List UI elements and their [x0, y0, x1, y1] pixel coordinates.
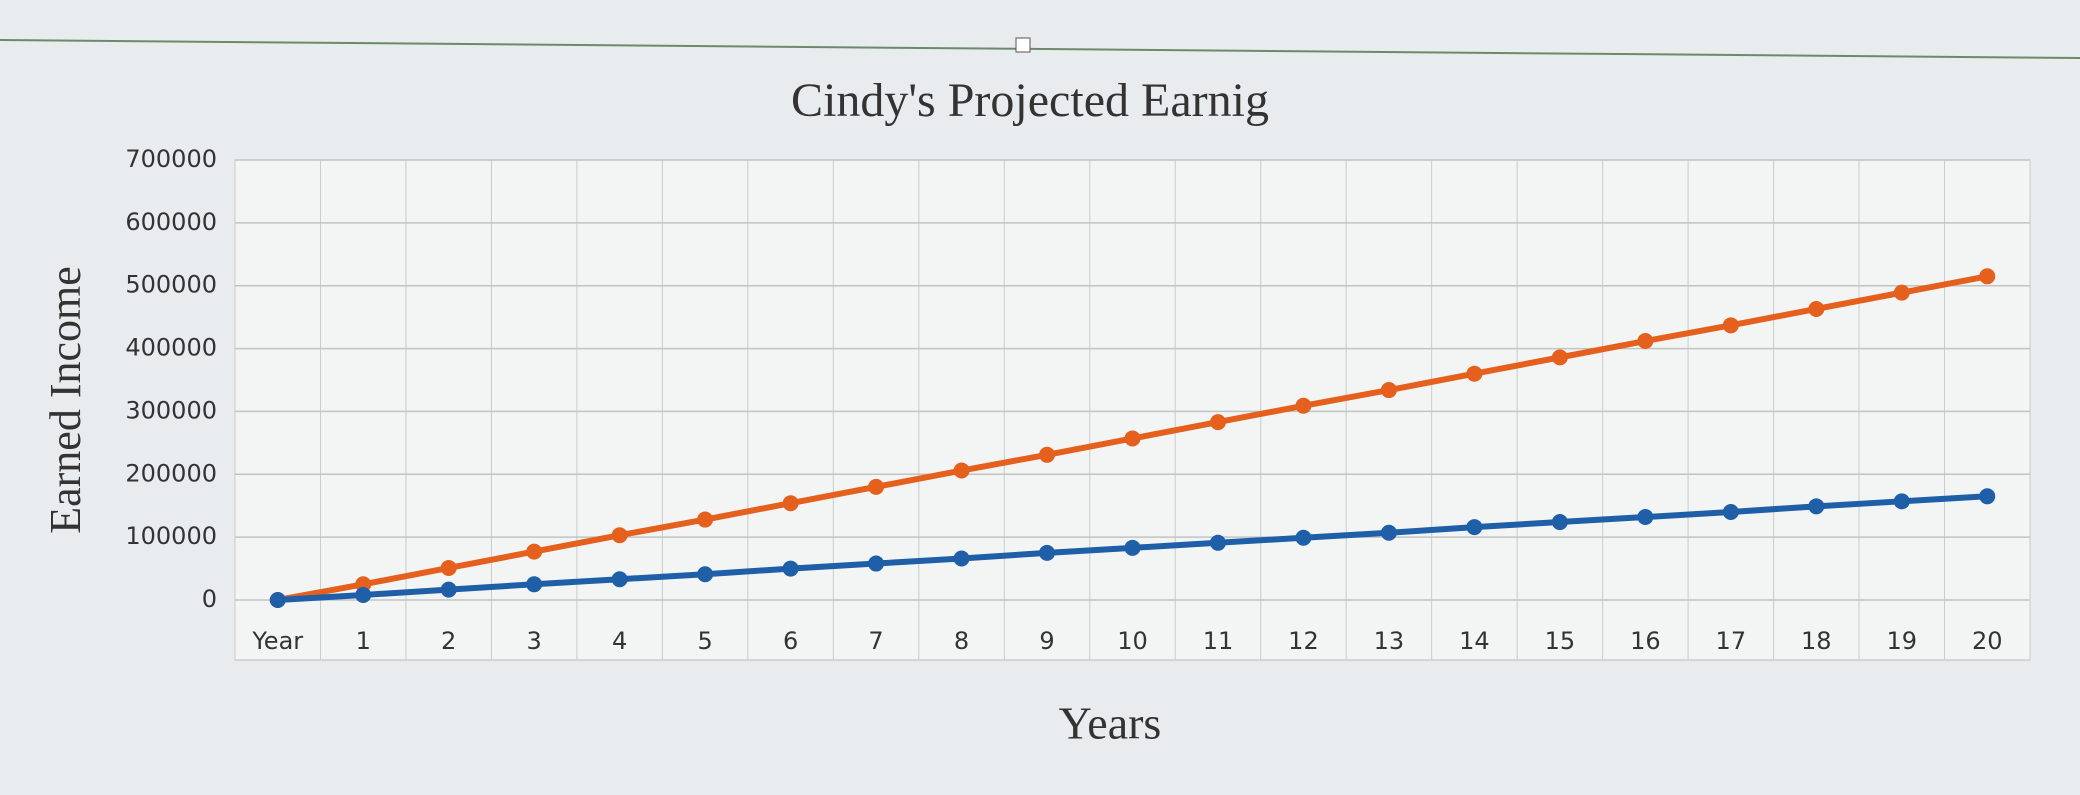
- data-point: [611, 571, 628, 588]
- x-tick-label: 20: [1972, 627, 2003, 655]
- x-tick-label: 15: [1545, 627, 1576, 655]
- resize-handle: [1015, 37, 1031, 53]
- y-tick-label: 300000: [125, 396, 217, 424]
- x-tick-label: Year: [251, 627, 303, 655]
- data-point: [1551, 349, 1568, 366]
- data-point: [1466, 365, 1483, 382]
- data-point: [1808, 300, 1825, 317]
- data-point: [1295, 529, 1312, 546]
- y-tick-label: 100000: [125, 522, 217, 550]
- data-point: [526, 543, 543, 560]
- y-tick-label: 0: [202, 585, 217, 613]
- y-tick-label: 500000: [125, 271, 217, 299]
- data-point: [1893, 493, 1910, 510]
- y-tick-label: 600000: [125, 208, 217, 236]
- frame-edge: [0, 39, 2080, 59]
- data-point: [611, 527, 628, 544]
- chart-title: Cindy's Projected Earnig: [791, 74, 1269, 127]
- data-point: [1808, 498, 1825, 515]
- x-tick-label: 16: [1630, 627, 1661, 655]
- x-tick-label: 11: [1203, 627, 1234, 655]
- x-tick-label: 18: [1801, 627, 1832, 655]
- x-axis-label: Years: [1059, 698, 1162, 749]
- data-point: [440, 581, 457, 598]
- y-tick-label: 400000: [125, 334, 217, 362]
- data-point: [1039, 446, 1056, 463]
- y-tick-label: 200000: [125, 459, 217, 487]
- data-point: [782, 495, 799, 512]
- data-point: [1209, 534, 1226, 551]
- data-point: [697, 566, 714, 583]
- data-point: [868, 555, 885, 572]
- data-point: [868, 478, 885, 495]
- x-tick-label: 2: [441, 627, 456, 655]
- x-tick-label: 13: [1374, 627, 1405, 655]
- data-point: [1722, 317, 1739, 334]
- x-tick-label: 12: [1288, 627, 1319, 655]
- data-point: [1637, 509, 1654, 526]
- x-tick-label: 7: [868, 627, 883, 655]
- data-point: [1124, 539, 1141, 556]
- data-point: [440, 559, 457, 576]
- data-point: [1466, 519, 1483, 536]
- data-point: [1722, 504, 1739, 520]
- x-tick-label: 1: [356, 627, 371, 655]
- data-point: [953, 462, 970, 479]
- x-tick-label: 19: [1887, 627, 1918, 655]
- x-tick-label: 9: [1039, 627, 1054, 655]
- data-point: [355, 586, 372, 603]
- data-point: [1551, 514, 1568, 531]
- data-point: [1124, 430, 1141, 447]
- data-point: [697, 511, 714, 528]
- data-point: [1637, 333, 1654, 350]
- data-point: [526, 576, 543, 593]
- y-tick-label: 700000: [125, 145, 217, 173]
- y-axis-label: Earned Income: [41, 266, 90, 534]
- x-tick-label: 10: [1117, 627, 1148, 655]
- x-tick-label: 14: [1459, 627, 1490, 655]
- x-tick-label: 5: [697, 627, 712, 655]
- data-point: [1039, 544, 1056, 561]
- x-tick-label: 17: [1716, 627, 1747, 655]
- x-tick-label: 8: [954, 627, 969, 655]
- data-point: [1380, 382, 1397, 399]
- data-point: [1979, 268, 1996, 285]
- data-point: [269, 592, 286, 608]
- data-point: [1295, 397, 1312, 414]
- data-point: [1893, 284, 1910, 301]
- x-tick-label: 4: [612, 627, 627, 655]
- x-tick-label: 3: [527, 627, 542, 655]
- data-point: [1209, 414, 1226, 431]
- x-tick-label: 6: [783, 627, 798, 655]
- data-point: [1979, 488, 1996, 505]
- data-point: [953, 550, 970, 567]
- data-point: [782, 560, 799, 577]
- data-point: [1380, 524, 1397, 541]
